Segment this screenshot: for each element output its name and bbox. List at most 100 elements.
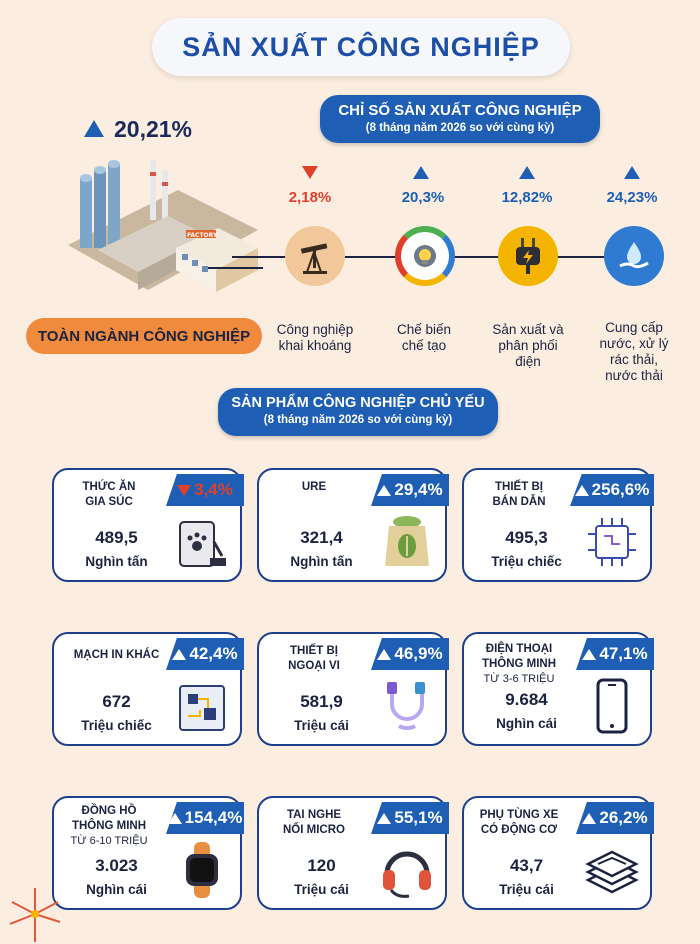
product-pct-badge: 154,4% bbox=[166, 802, 244, 834]
industry-label: Công nghiệp khai khoáng bbox=[265, 322, 365, 354]
up-arrow-icon bbox=[377, 648, 392, 660]
product-unit: Triệu cái bbox=[294, 718, 349, 733]
product-pct-badge: 3,4% bbox=[166, 474, 244, 506]
product-pct-badge: 42,4% bbox=[166, 638, 244, 670]
label-line: rác thải, bbox=[609, 352, 659, 367]
up-arrow-icon bbox=[167, 812, 182, 824]
product-unit: Triệu cái bbox=[294, 882, 349, 897]
industry-pct: 12,82% bbox=[501, 189, 553, 206]
industry-manufacturing: 20,3% bbox=[383, 166, 463, 206]
products-header-title: SẢN PHẨM CÔNG NGHIỆP CHỦ YẾU bbox=[231, 395, 485, 411]
overall-label-text: TOÀN NGÀNH CÔNG NGHIỆP bbox=[37, 327, 251, 345]
oil-pump-icon bbox=[285, 226, 345, 286]
product-name: THIẾT BỊ NGOẠI VI bbox=[288, 645, 340, 672]
product-name: THỨC ĂN GIA SÚC bbox=[82, 481, 136, 508]
firework-decoration-icon bbox=[9, 888, 61, 942]
factory-icon: FACTORY bbox=[68, 160, 263, 292]
water-drop-hand-icon bbox=[604, 226, 664, 286]
product-name: ĐỒNG HỒ THÔNG MINH TỪ 6-10 TRIỆU bbox=[70, 805, 148, 847]
up-arrow-icon bbox=[582, 812, 597, 824]
headset-icon bbox=[383, 851, 431, 898]
product-card-animal-feed: THỨC ĂN GIA SÚC 3,4% 489,5 Nghìn tấn bbox=[52, 468, 244, 582]
industry-label: Cung cấp nước, xử lý rác thải, nước thải bbox=[584, 320, 684, 384]
overall-label: TOÀN NGÀNH CÔNG NGHIỆP bbox=[26, 318, 262, 354]
product-value: 3.023 bbox=[95, 856, 138, 875]
fertilizer-bag-icon bbox=[385, 516, 429, 566]
product-unit: Nghìn cái bbox=[86, 882, 147, 897]
up-arrow-icon bbox=[519, 166, 535, 179]
industry-electricity: 12,82% bbox=[487, 166, 567, 206]
animal-feed-bag-icon bbox=[179, 521, 226, 567]
overall-up-icon bbox=[84, 120, 104, 137]
gear-lightbulb-icon bbox=[395, 226, 455, 286]
page-title: SẢN XUẤT CÔNG NGHIỆP bbox=[152, 18, 570, 76]
circuit-board-icon bbox=[179, 685, 225, 731]
product-unit: Triệu chiếc bbox=[81, 718, 152, 733]
label-line: phân phối bbox=[498, 338, 558, 353]
product-pct-badge: 47,1% bbox=[576, 638, 654, 670]
products-header-subtitle: (8 tháng năm 2026 so với cùng kỳ) bbox=[263, 414, 453, 426]
up-arrow-icon bbox=[172, 648, 187, 660]
product-value: 672 bbox=[102, 692, 131, 711]
product-card-semiconductor: THIẾT BỊ BÁN DẪN 256,6% 495,3 Triệu chiếc bbox=[462, 468, 654, 582]
label-line: Công nghiệp bbox=[276, 322, 354, 337]
product-value: 495,3 bbox=[505, 528, 548, 547]
up-arrow-icon bbox=[377, 484, 392, 496]
index-header: CHỈ SỐ SẢN XUẤT CÔNG NGHIỆP (8 tháng năm… bbox=[320, 95, 600, 143]
product-value: 9.684 bbox=[505, 690, 548, 709]
product-card-vehicle-parts: PHỤ TÙNG XE CÓ ĐỘNG CƠ 26,2% 43,7 Triệu c… bbox=[462, 796, 654, 910]
product-name: THIẾT BỊ BÁN DẪN bbox=[492, 481, 546, 508]
industry-pct: 20,3% bbox=[401, 189, 445, 206]
industry-label: Chế biến chế tạo bbox=[374, 322, 474, 354]
up-arrow-icon bbox=[377, 812, 392, 824]
product-card-pcb: MẠCH IN KHÁC 42,4% 672 Triệu chiếc bbox=[52, 632, 244, 746]
product-card-smartphone: ĐIỆN THOẠI THÔNG MINH TỪ 3-6 TRIỆU 47,1% 9… bbox=[462, 632, 654, 746]
product-pct-badge: 26,2% bbox=[576, 802, 654, 834]
index-header-subtitle: (8 tháng năm 2026 so với cùng kỳ) bbox=[365, 122, 555, 134]
industry-pct: 2,18% bbox=[288, 189, 332, 206]
product-card-smartwatch: ĐỒNG HỒ THÔNG MINH TỪ 6-10 TRIỆU 154,4% 3.… bbox=[52, 796, 244, 910]
up-arrow-icon bbox=[574, 484, 589, 496]
product-unit: Nghìn tấn bbox=[85, 554, 148, 569]
industry-label: Sản xuất và phân phối điện bbox=[478, 322, 578, 370]
product-card-peripherals: THIẾT BỊ NGOẠI VI 46,9% 581,9 Triệu cái bbox=[257, 632, 449, 746]
product-pct-badge: 29,4% bbox=[371, 474, 449, 506]
label-line: chế tạo bbox=[401, 338, 447, 353]
product-unit: Triệu cái bbox=[499, 882, 554, 897]
product-card-headset: TAI NGHE NỐI MICRO 55,1% 120 Triệu cái bbox=[257, 796, 449, 910]
product-pct-badge: 46,9% bbox=[371, 638, 449, 670]
label-line: nước thải bbox=[605, 368, 663, 383]
smartwatch-icon bbox=[186, 842, 218, 898]
product-name: URE bbox=[301, 481, 327, 493]
power-plug-icon bbox=[498, 226, 558, 286]
industry-pct: 24,23% bbox=[606, 189, 658, 206]
factory-sign-text: FACTORY bbox=[187, 232, 218, 239]
label-line: nước, xử lý bbox=[599, 336, 669, 351]
product-value: 489,5 bbox=[95, 528, 138, 547]
index-header-title: CHỈ SỐ SẢN XUẤT CÔNG NGHIỆP bbox=[338, 102, 582, 119]
usb-cable-icon bbox=[387, 682, 425, 730]
product-value: 43,7 bbox=[509, 856, 544, 875]
product-unit: Triệu chiếc bbox=[491, 554, 562, 569]
product-name: ĐIỆN THOẠI THÔNG MINH TỪ 3-6 TRIỆU bbox=[481, 643, 557, 685]
product-unit: Nghìn cái bbox=[496, 716, 557, 731]
label-line: điện bbox=[515, 354, 541, 369]
overall-pct: 20,21% bbox=[114, 116, 193, 142]
industry-water: 24,23% bbox=[592, 166, 672, 206]
up-arrow-icon bbox=[624, 166, 640, 179]
product-unit: Nghìn tấn bbox=[290, 554, 353, 569]
up-arrow-icon bbox=[582, 648, 597, 660]
label-line: Sản xuất và bbox=[492, 322, 564, 337]
page-title-text: SẢN XUẤT CÔNG NGHIỆP bbox=[182, 31, 540, 62]
product-pct-badge: 256,6% bbox=[570, 474, 654, 506]
products-header: SẢN PHẨM CÔNG NGHIỆP CHỦ YẾU (8 tháng nă… bbox=[218, 388, 498, 436]
chip-icon bbox=[588, 518, 636, 566]
up-arrow-icon bbox=[413, 166, 429, 179]
product-name: PHỤ TÙNG XE CÓ ĐỘNG CƠ bbox=[479, 809, 559, 836]
label-line: Cung cấp bbox=[605, 320, 663, 335]
product-value: 120 bbox=[307, 856, 336, 875]
product-name: MẠCH IN KHÁC bbox=[73, 649, 160, 661]
label-line: Chế biến bbox=[396, 322, 452, 337]
product-value: 581,9 bbox=[300, 692, 343, 711]
product-name: TAI NGHE NỐI MICRO bbox=[283, 809, 345, 836]
